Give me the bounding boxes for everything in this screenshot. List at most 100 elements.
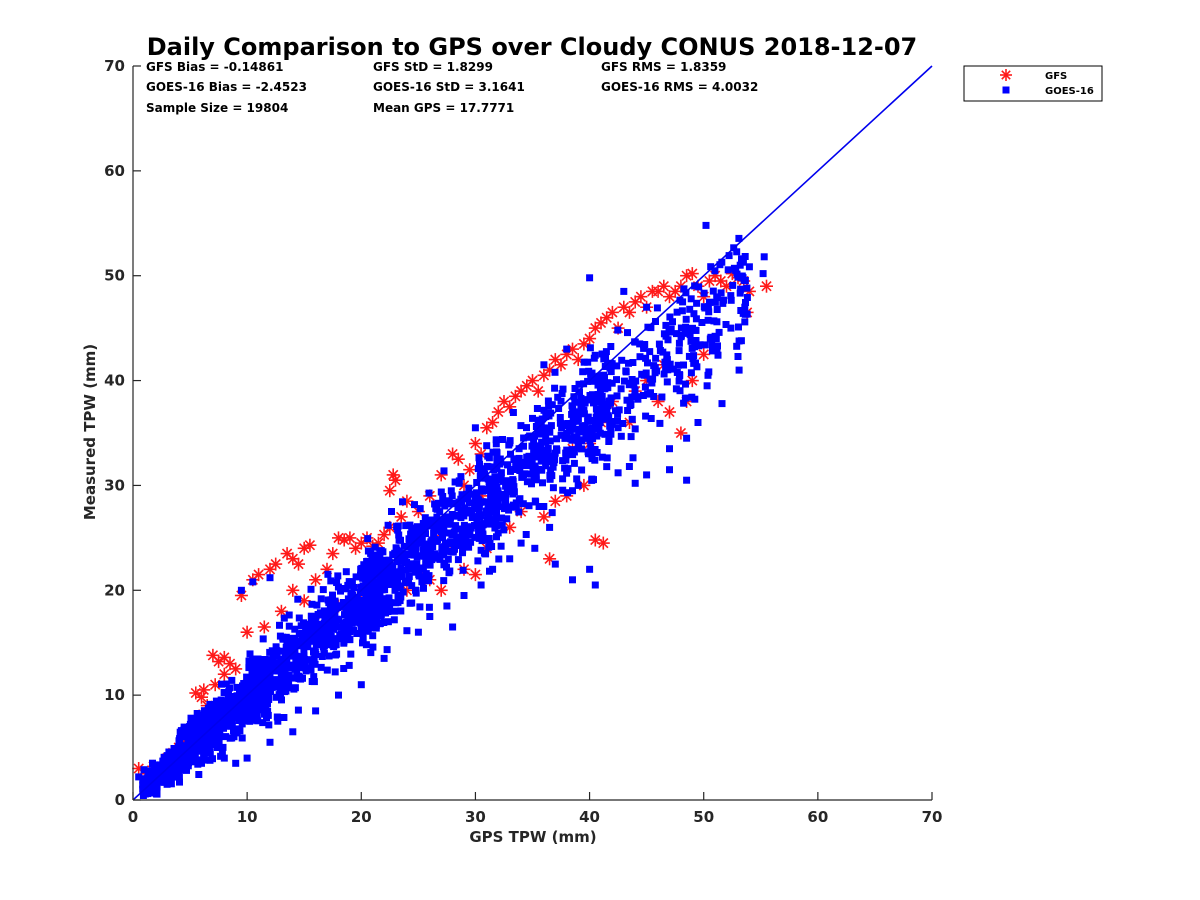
goes16-point: [603, 463, 611, 471]
goes16-point: [715, 328, 723, 336]
goes16-point: [165, 760, 173, 768]
goes16-point: [457, 514, 465, 522]
y-tick-label: 0: [115, 791, 125, 809]
goes16-point: [564, 465, 572, 473]
goes16-point: [722, 321, 730, 328]
goes16-point: [465, 543, 473, 551]
goes16-point: [663, 351, 671, 359]
goes16-point: [743, 310, 751, 318]
goes16-point: [257, 694, 265, 701]
goes16-point: [454, 504, 462, 512]
goes16-point: [522, 461, 530, 469]
goes16-point: [369, 603, 377, 611]
goes16-point: [530, 438, 538, 446]
goes16-point: [207, 718, 214, 726]
asterisk-stroke: [230, 663, 241, 675]
goes16-point: [459, 546, 467, 554]
goes16-point: [300, 647, 308, 655]
goes16-point: [422, 530, 429, 538]
goes16-point: [460, 592, 468, 599]
goes16-point: [641, 383, 649, 391]
legend: GFS GOES-16: [963, 65, 1103, 102]
goes16-point: [257, 670, 265, 678]
goes16-point: [300, 634, 308, 642]
goes16-point: [686, 331, 694, 339]
goes16-point: [251, 661, 259, 669]
goes16-point: [687, 295, 695, 303]
legend-gfs-label: GFS: [1045, 71, 1067, 82]
goes16-point: [295, 630, 303, 638]
goes16-point: [641, 341, 649, 348]
asterisk-stroke: [544, 364, 555, 376]
goes16-point: [176, 736, 184, 744]
goes16-point: [380, 654, 388, 662]
goes16-point: [284, 684, 292, 692]
goes16-point: [539, 479, 546, 487]
goes16-point: [643, 303, 651, 311]
goes16-point: [532, 444, 540, 452]
goes16-point: [372, 571, 380, 579]
goes16-point: [563, 469, 571, 477]
asterisk-stroke: [327, 548, 338, 559]
goes16-point: [340, 625, 348, 633]
goes16-point: [160, 753, 168, 761]
goes16-point: [351, 595, 359, 603]
goes16-point: [519, 500, 527, 508]
goes16-point: [713, 293, 721, 301]
goes16-point: [741, 303, 749, 311]
asterisk-stroke: [658, 281, 669, 292]
goes16-point: [690, 310, 698, 318]
asterisk-stroke: [224, 658, 236, 669]
goes16-point: [608, 379, 616, 387]
goes16-point: [334, 583, 342, 591]
goes16-point: [395, 531, 403, 539]
goes16-point: [433, 521, 441, 529]
goes16-point: [639, 392, 647, 399]
gfs-point: [628, 295, 642, 309]
goes16-point: [559, 486, 567, 494]
goes16-point: [248, 668, 256, 676]
goes16-point: [727, 296, 735, 304]
goes16-point: [319, 643, 327, 651]
goes16-point: [272, 681, 280, 689]
goes16-point: [712, 342, 720, 350]
goes16-point: [405, 535, 413, 543]
goes16-point: [658, 393, 666, 401]
goes16-point: [186, 739, 194, 747]
goes16-point: [614, 469, 622, 477]
goes16-point: [214, 744, 221, 751]
goes16-point: [682, 380, 689, 388]
goes16-point: [464, 495, 471, 503]
y-tick-label: 30: [104, 476, 125, 494]
goes16-point: [613, 392, 621, 400]
goes16-point: [492, 494, 500, 502]
y-tick-label: 20: [104, 581, 125, 599]
asterisk-stroke: [555, 359, 567, 370]
goes16-point: [602, 415, 609, 423]
goes16-point: [570, 393, 578, 401]
gfs-point: [531, 384, 545, 398]
goes16-point: [222, 733, 230, 741]
goes16-point: [376, 554, 383, 562]
goes16-point: [660, 370, 668, 378]
goes16-point: [601, 430, 609, 438]
goes16-point: [253, 697, 260, 705]
goes16-point: [394, 522, 402, 530]
asterisk-stroke: [333, 532, 344, 544]
goes16-point: [589, 391, 596, 399]
goes16-point: [630, 381, 638, 389]
goes16-point: [569, 413, 577, 420]
goes16-point: [598, 396, 606, 404]
goes16-point: [571, 398, 579, 406]
goes16-point: [617, 432, 625, 440]
goes16-point: [405, 573, 413, 580]
goes16-point: [600, 385, 608, 393]
goes16-point: [220, 754, 228, 762]
goes16-point: [226, 684, 233, 692]
gfs-point: [377, 528, 391, 542]
goes16-point: [741, 253, 749, 260]
goes16-point: [574, 408, 582, 416]
goes16-point: [511, 466, 519, 473]
goes16-point: [673, 369, 681, 376]
